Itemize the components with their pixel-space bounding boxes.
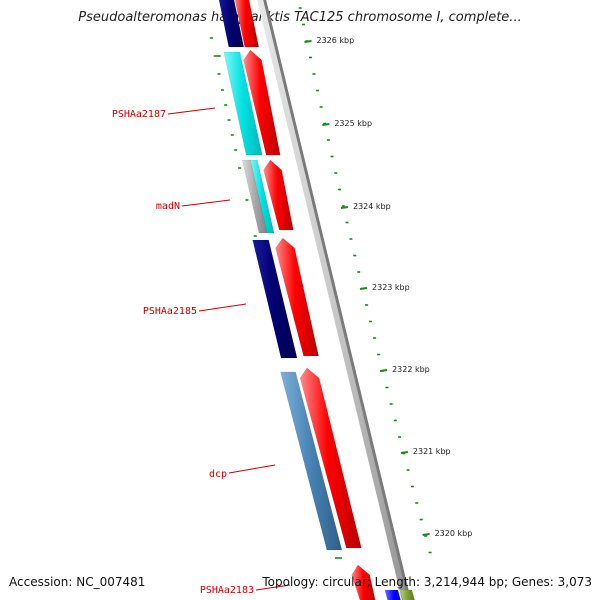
label-leader-line (198, 303, 247, 312)
gene-label: PSHAa2185 (143, 306, 197, 317)
gene-label: dcp (209, 469, 227, 480)
ruler-major-tick (422, 533, 430, 536)
gene-PSHAa2183 (351, 564, 376, 600)
ruler-label: 2321 kbp (413, 447, 451, 456)
gene-olive-bottom (399, 589, 415, 600)
gene-red-top (234, 0, 260, 48)
ruler-labels: 2326 kbp 2325 kbp 2324 kbp 2323 kbp 2322 kbp… (317, 36, 473, 538)
gene-red-4 (299, 367, 362, 549)
gene-features (218, 0, 415, 600)
gene-red-1 (243, 49, 281, 156)
map-title: Pseudoalteromonas haloplanktis TAC125 ch… (78, 10, 522, 25)
gene-dcp (280, 371, 343, 551)
label-leader-line (228, 464, 276, 474)
backbone-edge (263, 0, 411, 600)
gene-label: PSHAa2187 (112, 109, 166, 120)
ruler-label: 2323 kbp (372, 283, 410, 292)
gene-PSHAa2187 (223, 51, 263, 156)
ruler-track (298, 7, 432, 554)
topology-text: Topology: circular; Length: 3,214,944 bp… (262, 575, 592, 589)
label-leader-line (181, 199, 231, 207)
label-leaders (167, 107, 291, 591)
backbone-track (257, 0, 411, 600)
gene-blue-bottom (384, 589, 401, 600)
ruler-label: 2322 kbp (392, 365, 430, 374)
ruler-major-tick (322, 123, 330, 126)
gene-labels: PSHAa2187 madN PSHAa2185 dcp PSHAa2183 (112, 109, 254, 596)
ruler-major-tick (400, 451, 409, 454)
gene-PSHAa2185 (252, 239, 298, 359)
gene-red-3 (275, 237, 319, 357)
label-leader-line (167, 107, 216, 115)
ruler-label: 2326 kbp (317, 36, 355, 45)
ruler-major-tick (340, 206, 349, 209)
gene-madN-cyan (250, 159, 275, 234)
gene-label: PSHAa2183 (200, 585, 254, 596)
gene-label: madN (156, 201, 180, 212)
gene-red-2 (263, 159, 294, 231)
ruler-label: 2320 kbp (435, 529, 473, 538)
gene-navy-top (218, 0, 245, 48)
accession-text: Accession: NC_007481 (9, 575, 146, 589)
ruler-label: 2324 kbp (353, 202, 391, 211)
label-leader-line (255, 584, 291, 591)
ruler-label: 2325 kbp (334, 119, 372, 128)
